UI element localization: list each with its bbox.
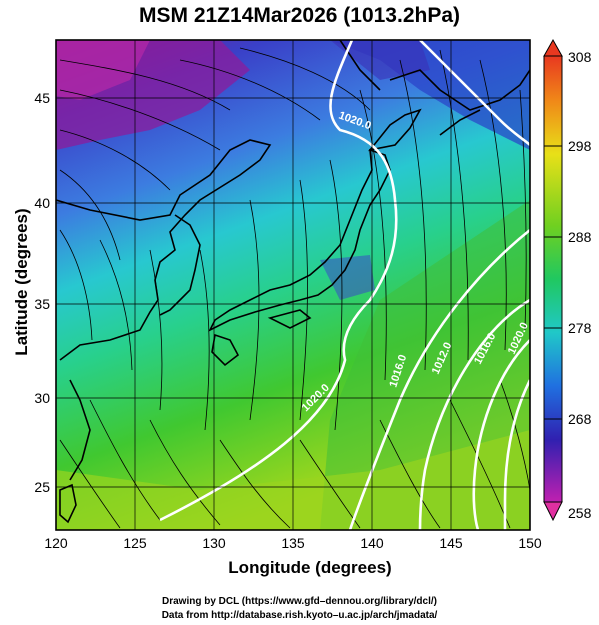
colorbar-min-arrow: [543, 501, 563, 522]
x-tick-label: 135: [281, 535, 305, 551]
x-tick-label: 125: [123, 535, 147, 551]
y-tick-label: 30: [34, 390, 50, 406]
plot-frame: [55, 39, 531, 531]
credit-drawing: Drawing by DCL (https://www.gfd–dennou.o…: [161, 596, 437, 607]
x-tick-label: 130: [202, 535, 226, 551]
colorbar-tick-label: 298: [568, 138, 592, 154]
colorbar-tick-label: 308: [568, 49, 592, 65]
y-tick-label: 25: [34, 479, 50, 495]
y-tick-label: 45: [34, 90, 50, 106]
y-tick-label: 35: [34, 296, 50, 312]
colorbar-tick-label: 268: [568, 411, 592, 427]
x-axis-label: Longitude (degrees): [228, 558, 392, 577]
colorbar-tick-label: 288: [568, 229, 592, 245]
wind-streamlines: [59, 47, 530, 529]
x-tick-label: 120: [44, 535, 68, 551]
x-tick-label: 145: [439, 535, 463, 551]
colorbar-tick-label: 258: [568, 505, 592, 521]
graticule: [56, 40, 530, 530]
colorbar-max-arrow: [543, 38, 563, 57]
credit-data: Data from http://database.rish.kyoto–u.a…: [161, 610, 438, 621]
isobars: [159, 40, 530, 530]
colorbar-tick-label: 278: [568, 320, 592, 336]
map-title: MSM 21Z14Mar2026 (1013.2hPa): [139, 4, 460, 27]
colorbar: [543, 38, 563, 522]
y-tick-label: 40: [34, 195, 50, 211]
x-tick-label: 140: [360, 535, 384, 551]
x-tick-label: 150: [518, 535, 542, 551]
